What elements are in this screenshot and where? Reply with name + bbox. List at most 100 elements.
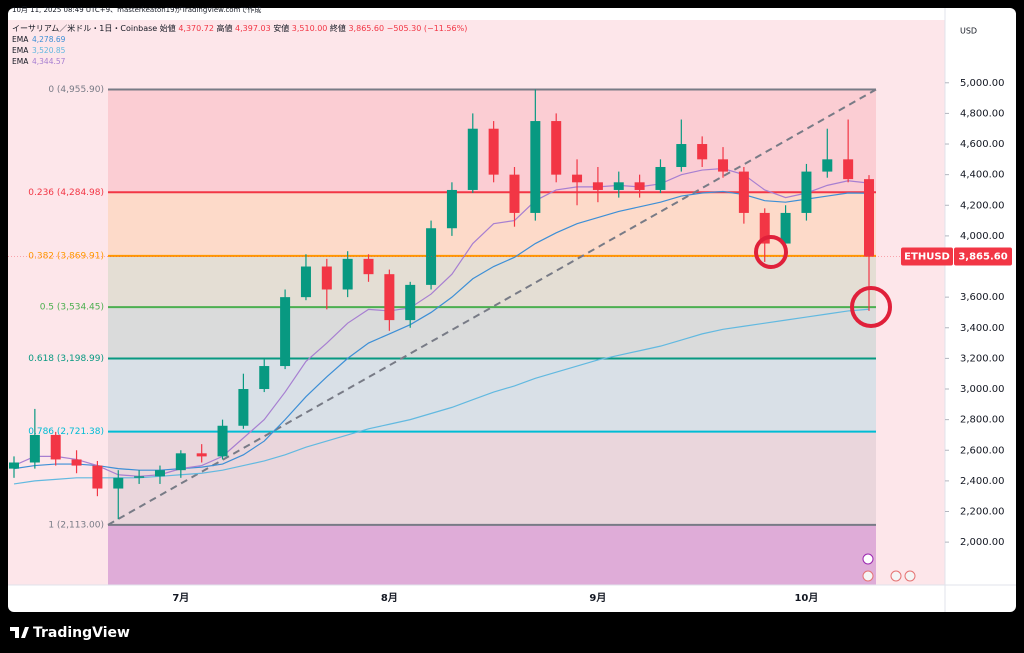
x-tick-label: 8月: [381, 592, 398, 604]
candle-body: [488, 128, 499, 175]
candle-body: [697, 144, 708, 160]
ticker-tag: [901, 247, 953, 266]
candle-body: [134, 476, 145, 478]
ema-value: 4,278.69: [32, 35, 66, 44]
candle-body: [551, 121, 562, 175]
candle-body: [759, 212, 770, 244]
fib-label: 0.5 (3,534.45): [40, 303, 104, 313]
candle-body: [175, 453, 186, 471]
legend-item: 3,510.00: [292, 24, 328, 33]
fib-trendline: [107, 88, 877, 526]
brand: TradingView: [33, 625, 130, 641]
candle-body: [592, 182, 603, 190]
fib-band: [108, 255, 876, 308]
y-tick-label: 2,800.00: [960, 415, 1005, 426]
candle-body: [718, 159, 729, 172]
candle-body: [780, 212, 791, 244]
y-tick-label: 2,000.00: [960, 537, 1005, 548]
x-tick-label: 10月: [794, 592, 818, 604]
candle-body: [676, 144, 687, 167]
candle-body: [113, 477, 124, 489]
y-tick-label: 5,000.00: [960, 78, 1005, 89]
candle-body: [9, 462, 19, 469]
ema-name: EMA: [12, 57, 29, 66]
y-tick-label: 4,200.00: [960, 200, 1005, 211]
currency: USD: [960, 27, 977, 36]
y-tick-label: 3,200.00: [960, 353, 1005, 364]
highlight-circle: [754, 235, 788, 269]
candle-body: [384, 274, 395, 321]
fib-label: 0 (4,955.90): [48, 85, 104, 95]
price-tag: [954, 247, 1012, 266]
legend-item: 高値: [216, 23, 232, 33]
candle-body: [71, 459, 82, 466]
plot-bg: [8, 20, 945, 585]
created-note: 10月 11, 2025 08:49 UTC+9、masterkeaton19が…: [12, 5, 261, 14]
x-tick-label: 9月: [589, 592, 606, 604]
candle-body: [467, 128, 478, 190]
candle-body: [572, 174, 583, 183]
legend-item: 4,370.72: [178, 24, 214, 33]
ticker: ETHUSD: [904, 251, 950, 262]
candle-body: [613, 182, 624, 190]
candle-body: [92, 465, 103, 489]
fib-band: [108, 358, 876, 432]
candle-body: [405, 284, 416, 321]
candle-body: [801, 171, 812, 213]
legend-item: 安値: [273, 23, 289, 33]
y-tick-label: 3,000.00: [960, 384, 1005, 395]
fib-label: 0.236 (4,284.98): [28, 188, 104, 198]
ema-value: 3,520.85: [32, 46, 66, 55]
candle-body: [29, 434, 40, 463]
ema-name: EMA: [12, 35, 29, 44]
candle-body: [446, 189, 457, 229]
y-tick-label: 3,600.00: [960, 292, 1005, 303]
y-tick-label: 2,200.00: [960, 507, 1005, 518]
y-tick-label: 2,600.00: [960, 445, 1005, 456]
event-icons: [862, 553, 916, 582]
last-price: 3,865.60: [958, 251, 1007, 262]
y-tick-label: 2,400.00: [960, 476, 1005, 487]
fib-label: 1 (2,113.00): [48, 520, 104, 530]
y-tick-label: 3,400.00: [960, 323, 1005, 334]
fib-extension-band: [108, 524, 876, 585]
legend-item: −505.30 (−11.56%): [387, 24, 468, 33]
fib-label: 0.786 (2,721.38): [28, 427, 104, 437]
y-tick-label: 4,400.00: [960, 170, 1005, 181]
candle-body: [342, 258, 353, 290]
plot: 0 (4,955.90) 0.236 (4,284.98) 0.382 (3,869…: [8, 85, 945, 585]
y-tick-label: 4,000.00: [960, 231, 1005, 242]
fib-label: 0.618 (3,198.99): [28, 354, 104, 364]
y-tick-label: 4,600.00: [960, 139, 1005, 150]
legend-item: 始値: [160, 23, 176, 33]
ema-line: [13, 308, 870, 485]
y-tick-label: 4,800.00: [960, 108, 1005, 119]
candle-body: [154, 470, 165, 477]
legend-item: 3,865.60: [348, 24, 384, 33]
candle-body: [843, 159, 854, 180]
ema-name: EMA: [12, 46, 29, 55]
fib-band: [108, 307, 876, 359]
brand-logo: [10, 627, 29, 638]
fib-label: 0.382 (3,869.91): [28, 251, 104, 261]
legend-item: イーサリアム／米ドル・1日・Coinbase: [12, 23, 157, 33]
candle-body: [363, 258, 374, 275]
candle-body: [300, 266, 311, 298]
candle-body: [634, 182, 645, 190]
highlight-circle: [850, 286, 892, 328]
candle-body: [196, 453, 207, 457]
fib-band: [108, 431, 876, 525]
candle-body: [509, 174, 520, 213]
candle-body: [50, 434, 61, 460]
candle-body: [259, 366, 270, 390]
legend-line: イーサリアム／米ドル・1日・Coinbase 始値 4,370.72 高値 4,…: [12, 23, 467, 33]
candle-body: [864, 179, 874, 257]
legend-item: 4,397.03: [235, 24, 271, 33]
candle-body: [738, 171, 749, 213]
candle-body: [238, 389, 249, 426]
candle-body: [655, 166, 666, 190]
ema-value: 4,344.57: [32, 57, 66, 66]
x-tick-label: 7月: [172, 592, 189, 604]
candle-body: [217, 425, 228, 457]
